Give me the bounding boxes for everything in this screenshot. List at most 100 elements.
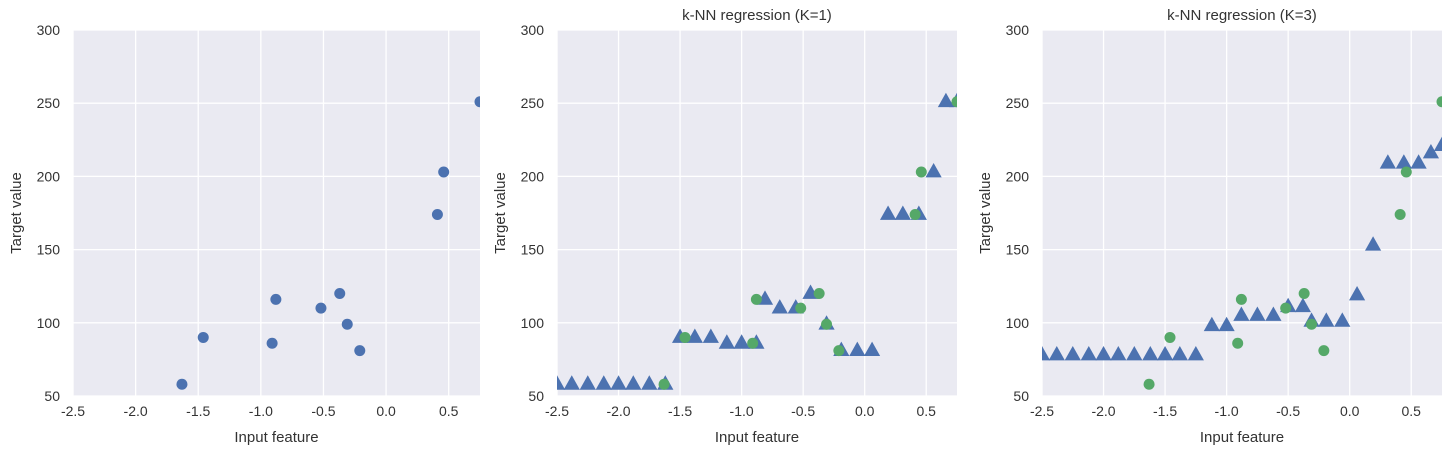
prediction-triangle-marker [563, 375, 580, 390]
x-tick-label: 0.0 [855, 403, 875, 419]
prediction-triangle-marker [579, 375, 596, 390]
target-point-marker [1232, 337, 1244, 349]
target-point-marker [1143, 378, 1155, 390]
target-point-marker [747, 337, 759, 349]
prediction-triangle-marker [1433, 136, 1442, 152]
x-tick-label: 0.5 [916, 403, 936, 419]
y-axis-label: Target value [492, 172, 509, 254]
prediction-triangle-marker [879, 205, 897, 220]
target-point-marker [1164, 331, 1176, 343]
x-tick-label: -1.0 [1215, 403, 1239, 419]
training-point-marker [315, 302, 327, 314]
target-point-marker [1306, 318, 1318, 330]
x-tick-label: 0.0 [376, 403, 396, 419]
prediction-triangle-marker [1048, 346, 1065, 361]
training-point-marker [270, 293, 282, 305]
x-tick-label: -2.0 [1091, 403, 1115, 419]
x-tick-label: -2.5 [61, 403, 85, 419]
y-tick-label: 150 [1006, 242, 1030, 258]
training-point-marker [334, 288, 346, 300]
x-tick-label: -1.0 [730, 403, 754, 419]
x-tick-label: -1.5 [1153, 403, 1177, 419]
prediction-triangle-marker [925, 163, 942, 178]
x-tick-label: -2.0 [606, 403, 630, 419]
x-tick-label: -2.5 [1030, 403, 1054, 419]
x-tick-label: 0.0 [1340, 403, 1360, 419]
x-tick-label: -1.0 [249, 403, 273, 419]
data-marks [176, 96, 480, 390]
prediction-triangle-marker [849, 341, 866, 357]
prediction-triangle-marker [1218, 316, 1235, 332]
x-tick-label: -0.5 [1276, 403, 1300, 419]
target-point-marker [795, 302, 807, 314]
y-tick-label: 100 [37, 315, 61, 331]
x-tick-label: -2.0 [124, 403, 148, 419]
prediction-triangle-marker [1142, 346, 1159, 361]
prediction-triangle-marker [1294, 297, 1312, 313]
y-axis-label: Target value [977, 172, 994, 254]
chart-panel-knn-k1: -2.5 -2.0 -1.5 -1.0 -0.5 0.0 0.5 50 100 150 200 250… [492, 7, 957, 446]
y-tick-label: 200 [521, 168, 545, 184]
target-point-marker [951, 96, 957, 108]
y-tick-label: 250 [521, 95, 545, 111]
prediction-triangle-marker [1249, 306, 1266, 321]
target-point-marker [833, 345, 845, 357]
x-tick-label: -0.5 [311, 403, 335, 419]
prediction-triangle-marker [641, 375, 658, 390]
y-tick-label: 300 [1006, 22, 1030, 38]
plot-area [73, 30, 480, 396]
y-tick-label: 300 [37, 22, 61, 38]
prediction-triangle-marker [1410, 154, 1427, 169]
prediction-triangle-marker [1265, 306, 1282, 321]
prediction-triangle-marker [557, 375, 566, 390]
y-tick-label: 150 [37, 242, 61, 258]
training-point-marker [176, 378, 188, 390]
prediction-triangle-marker [1042, 346, 1051, 361]
x-axis-label: Input feature [234, 429, 318, 446]
target-point-marker [679, 331, 691, 343]
target-point-marker [750, 293, 762, 305]
x-axis-label: Input feature [1200, 429, 1284, 446]
y-tick-label: 50 [528, 388, 544, 404]
target-point-marker [1235, 293, 1247, 305]
prediction-triangle-marker [937, 92, 955, 108]
target-point-marker [1400, 166, 1412, 178]
data-marks [557, 92, 957, 390]
prediction-triangle-marker [1334, 312, 1351, 327]
prediction-triangle-marker [1171, 346, 1188, 361]
y-tick-label: 150 [521, 242, 545, 258]
training-point-marker [474, 96, 480, 108]
prediction-triangle-marker [894, 205, 911, 220]
plot-area [1042, 30, 1442, 396]
prediction-triangle-marker [610, 375, 627, 390]
target-point-marker [909, 208, 921, 220]
y-tick-label: 50 [44, 388, 60, 404]
prediction-triangle-marker [1187, 346, 1204, 361]
y-tick-label: 50 [1013, 388, 1029, 404]
prediction-triangle-marker [686, 328, 703, 343]
prediction-triangle-marker [1064, 346, 1081, 361]
prediction-triangle-marker [1110, 346, 1127, 361]
prediction-triangle-marker [1233, 306, 1250, 321]
prediction-triangle-marker [1318, 312, 1335, 327]
prediction-triangle-marker [595, 375, 612, 390]
prediction-triangle-marker [702, 328, 719, 343]
target-point-marker [1298, 288, 1310, 300]
prediction-triangle-marker [1156, 346, 1174, 361]
target-point-marker [1318, 345, 1330, 357]
prediction-triangle-marker [1095, 346, 1112, 361]
prediction-triangle-marker [863, 341, 881, 357]
y-tick-label: 100 [1006, 315, 1030, 331]
data-marks [1042, 96, 1442, 390]
target-point-marker [1280, 302, 1292, 314]
prediction-triangle-marker [1395, 154, 1412, 169]
prediction-triangle-marker [1348, 285, 1366, 301]
target-point-marker [1436, 96, 1442, 108]
prediction-triangle-marker [1080, 346, 1097, 361]
prediction-triangle-marker [718, 334, 735, 349]
prediction-triangle-marker [1422, 143, 1440, 159]
chart-panel-knn-k3: -2.5 -2.0 -1.5 -1.0 -0.5 0.0 0.5 50 100 150 200 250… [977, 7, 1442, 446]
chart-title: k-NN regression (K=3) [1167, 7, 1317, 24]
prediction-triangle-marker [625, 375, 642, 390]
